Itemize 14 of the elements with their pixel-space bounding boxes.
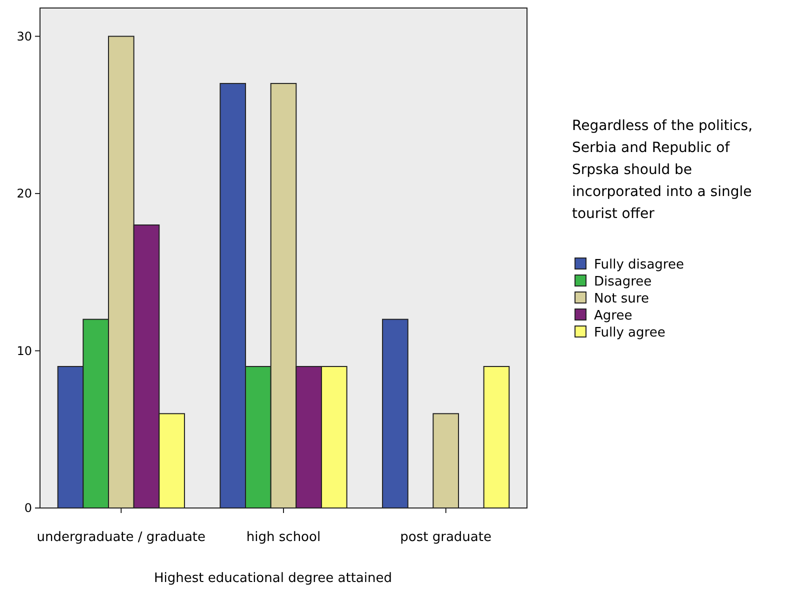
y-tick-label: 0	[24, 501, 32, 516]
legend-label: Disagree	[594, 274, 652, 290]
legend-label: Agree	[594, 308, 632, 324]
x-tick-label: undergraduate / graduate	[36, 530, 206, 545]
legend-label: Fully agree	[594, 326, 666, 341]
y-tick-label: 20	[16, 186, 32, 201]
x-tick-label: post graduate	[400, 530, 492, 545]
x-axis-title: Highest educational degree attained	[154, 571, 392, 586]
legend-title: Regardless of the politics, Serbia and Republic of Srpska should be incorporated into a single tourist offer	[572, 118, 753, 222]
x-tick-label: high school	[246, 530, 321, 545]
y-tick-label: 30	[16, 30, 32, 44]
y-tick-label: 10	[16, 344, 32, 358]
legend-label: Not sure	[594, 292, 649, 307]
legend-label: Fully disagree	[594, 258, 684, 273]
